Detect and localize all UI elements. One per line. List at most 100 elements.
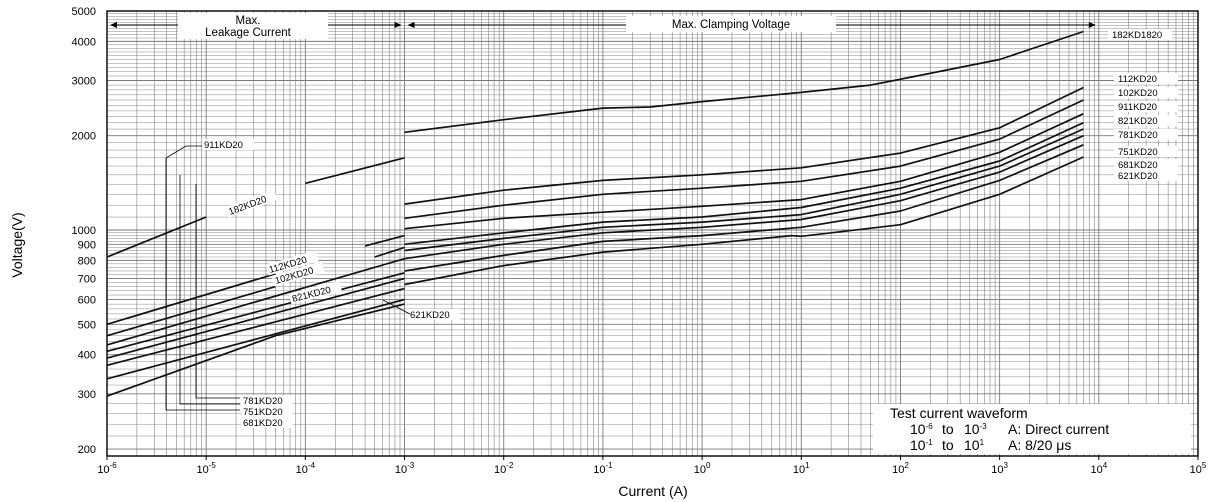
y-axis-title: Voltage(V) bbox=[9, 212, 25, 277]
y-tick-label: 800 bbox=[78, 255, 96, 267]
x-tick-label: 100 bbox=[694, 461, 711, 476]
curve-681kd20-clamping bbox=[404, 144, 1084, 272]
curve-label-backdrop bbox=[265, 250, 319, 276]
curve-label-right: 681KD20 bbox=[1118, 160, 1158, 171]
curve-label-right: 112KD20 bbox=[1118, 74, 1157, 85]
y-tick-label: 200 bbox=[78, 444, 96, 456]
curve-label-right: 182KD1820 bbox=[1112, 30, 1162, 41]
y-tick-label: 4000 bbox=[72, 36, 96, 48]
x-tick-label: 103 bbox=[991, 461, 1008, 476]
curve-label-right: 911KD20 bbox=[1118, 102, 1157, 113]
x-tick-label: 10-4 bbox=[296, 461, 316, 476]
x-tick-label: 105 bbox=[1190, 461, 1207, 476]
curve-781kd20-leakage bbox=[106, 277, 405, 359]
x-tick-label: 10-6 bbox=[97, 461, 117, 476]
curve-label-inline: 182KD20 bbox=[227, 194, 268, 218]
x-tick-label: 10-1 bbox=[593, 461, 613, 476]
curve-781kd20-clamping bbox=[404, 128, 1084, 252]
y-tick-label: 600 bbox=[78, 295, 96, 307]
x-tick-label: 10-2 bbox=[494, 461, 514, 476]
curve-label-right: 751KD20 bbox=[1118, 147, 1158, 158]
leakage-label-box bbox=[178, 13, 328, 39]
y-tick-label: 700 bbox=[78, 274, 96, 286]
x-axis-title: Current (A) bbox=[618, 483, 687, 499]
curve-label-backdrop bbox=[202, 139, 254, 150]
curve-112kd20-leakage-upper bbox=[364, 234, 405, 247]
leakage-region-label: Max. bbox=[236, 15, 261, 27]
curve-label-backdrop bbox=[1114, 159, 1178, 170]
curve-911kd20-clamping bbox=[404, 112, 1084, 230]
curve-label-right: 102KD20 bbox=[1118, 88, 1158, 99]
y-tick-label: 400 bbox=[78, 350, 96, 362]
note-box bbox=[873, 404, 1191, 454]
curve-label-backdrop bbox=[241, 406, 293, 417]
clamping-label-box bbox=[626, 16, 836, 32]
curve-label-backdrop bbox=[1114, 129, 1178, 140]
curve-label-inline: 821KD20 bbox=[291, 285, 332, 305]
curve-label-inline: 681KD20 bbox=[243, 418, 283, 429]
curve-label-right: 621KD20 bbox=[1118, 171, 1158, 182]
curve-label-backdrop bbox=[1114, 101, 1178, 112]
x-tick-label: 10-5 bbox=[196, 461, 216, 476]
y-tick-label: 500 bbox=[78, 319, 96, 331]
curve-821kd20-clamping bbox=[404, 121, 1084, 246]
note-range-from: 10-6 bbox=[910, 421, 933, 437]
leakage-region-label: Leakage Current bbox=[205, 27, 291, 39]
curve-182kd1820-leakage bbox=[106, 216, 207, 258]
right-arrow-icon bbox=[1088, 22, 1096, 28]
left-arrow-icon bbox=[110, 22, 117, 28]
right-arrow-icon bbox=[394, 22, 402, 28]
curve-label-inline: 911KD20 bbox=[204, 140, 243, 151]
note-to-word: to bbox=[942, 437, 954, 453]
curve-label-backdrop bbox=[288, 281, 342, 305]
curve-102kd20-leakage-upper bbox=[374, 246, 405, 258]
plot-frame bbox=[106, 10, 1199, 457]
curve-label-backdrop bbox=[1114, 87, 1178, 98]
leader-line bbox=[179, 175, 240, 405]
curve-label-backdrop bbox=[241, 395, 293, 406]
curve-112kd20-leakage bbox=[106, 272, 276, 326]
curve-102kd20-leakage bbox=[106, 285, 276, 337]
note-range-from: 10-1 bbox=[910, 437, 933, 453]
x-tick-label: 102 bbox=[892, 461, 909, 476]
curve-label-backdrop bbox=[1114, 170, 1178, 181]
curve-label-inline: 621KD20 bbox=[410, 310, 450, 321]
curve-911kd20-leakage bbox=[106, 257, 405, 346]
curve-label-right: 781KD20 bbox=[1118, 130, 1158, 141]
curve-751kd20-leakage bbox=[106, 287, 405, 367]
y-tick-label: 1000 bbox=[72, 225, 96, 237]
y-tick-label: 3000 bbox=[72, 76, 96, 88]
curve-label-backdrop bbox=[1108, 29, 1172, 40]
y-tick-label: 900 bbox=[78, 239, 96, 251]
curve-182kd1820-clamping bbox=[404, 30, 1084, 134]
note-title: Test current waveform bbox=[890, 405, 1028, 421]
curve-182kd1820-leakage-upper bbox=[305, 156, 405, 185]
curve-label-backdrop bbox=[271, 261, 325, 287]
axes: 10-6 10-5 10-4 10-3 10-2 10-1 100 101 102 103 104 1… bbox=[72, 6, 1207, 476]
curve-label-right: 821KD20 bbox=[1118, 116, 1158, 127]
curve-102kd20-clamping bbox=[404, 99, 1084, 220]
x-tick-label: 10-3 bbox=[395, 461, 415, 476]
curve-label-backdrop bbox=[241, 417, 293, 428]
leader-line bbox=[195, 184, 240, 399]
curve-751kd20-clamping bbox=[404, 134, 1084, 260]
clamping-region-label: Max. Clamping Voltage bbox=[672, 19, 790, 31]
x-tick-label: 104 bbox=[1090, 461, 1107, 476]
y-tick-label: 300 bbox=[78, 389, 96, 401]
note-line1-text: A: Direct current bbox=[1008, 421, 1109, 437]
curve-621kd20-leakage bbox=[106, 303, 405, 397]
curve-label-backdrop bbox=[1114, 146, 1178, 157]
curve-621kd20-clamping bbox=[404, 156, 1084, 286]
curve-681kd20-leakage bbox=[106, 298, 405, 380]
curve-112kd20-clamping bbox=[404, 86, 1084, 205]
note-range-to: 10-3 bbox=[964, 421, 987, 437]
note-line2-text: A: 8/20 μs bbox=[1008, 437, 1071, 453]
curves bbox=[106, 30, 1084, 397]
curve-821kd20-leakage bbox=[106, 271, 405, 353]
grid bbox=[106, 10, 1198, 456]
curve-label-backdrop bbox=[1114, 73, 1178, 84]
x-tick-label: 101 bbox=[793, 461, 810, 476]
note-range-to: 101 bbox=[964, 437, 985, 453]
